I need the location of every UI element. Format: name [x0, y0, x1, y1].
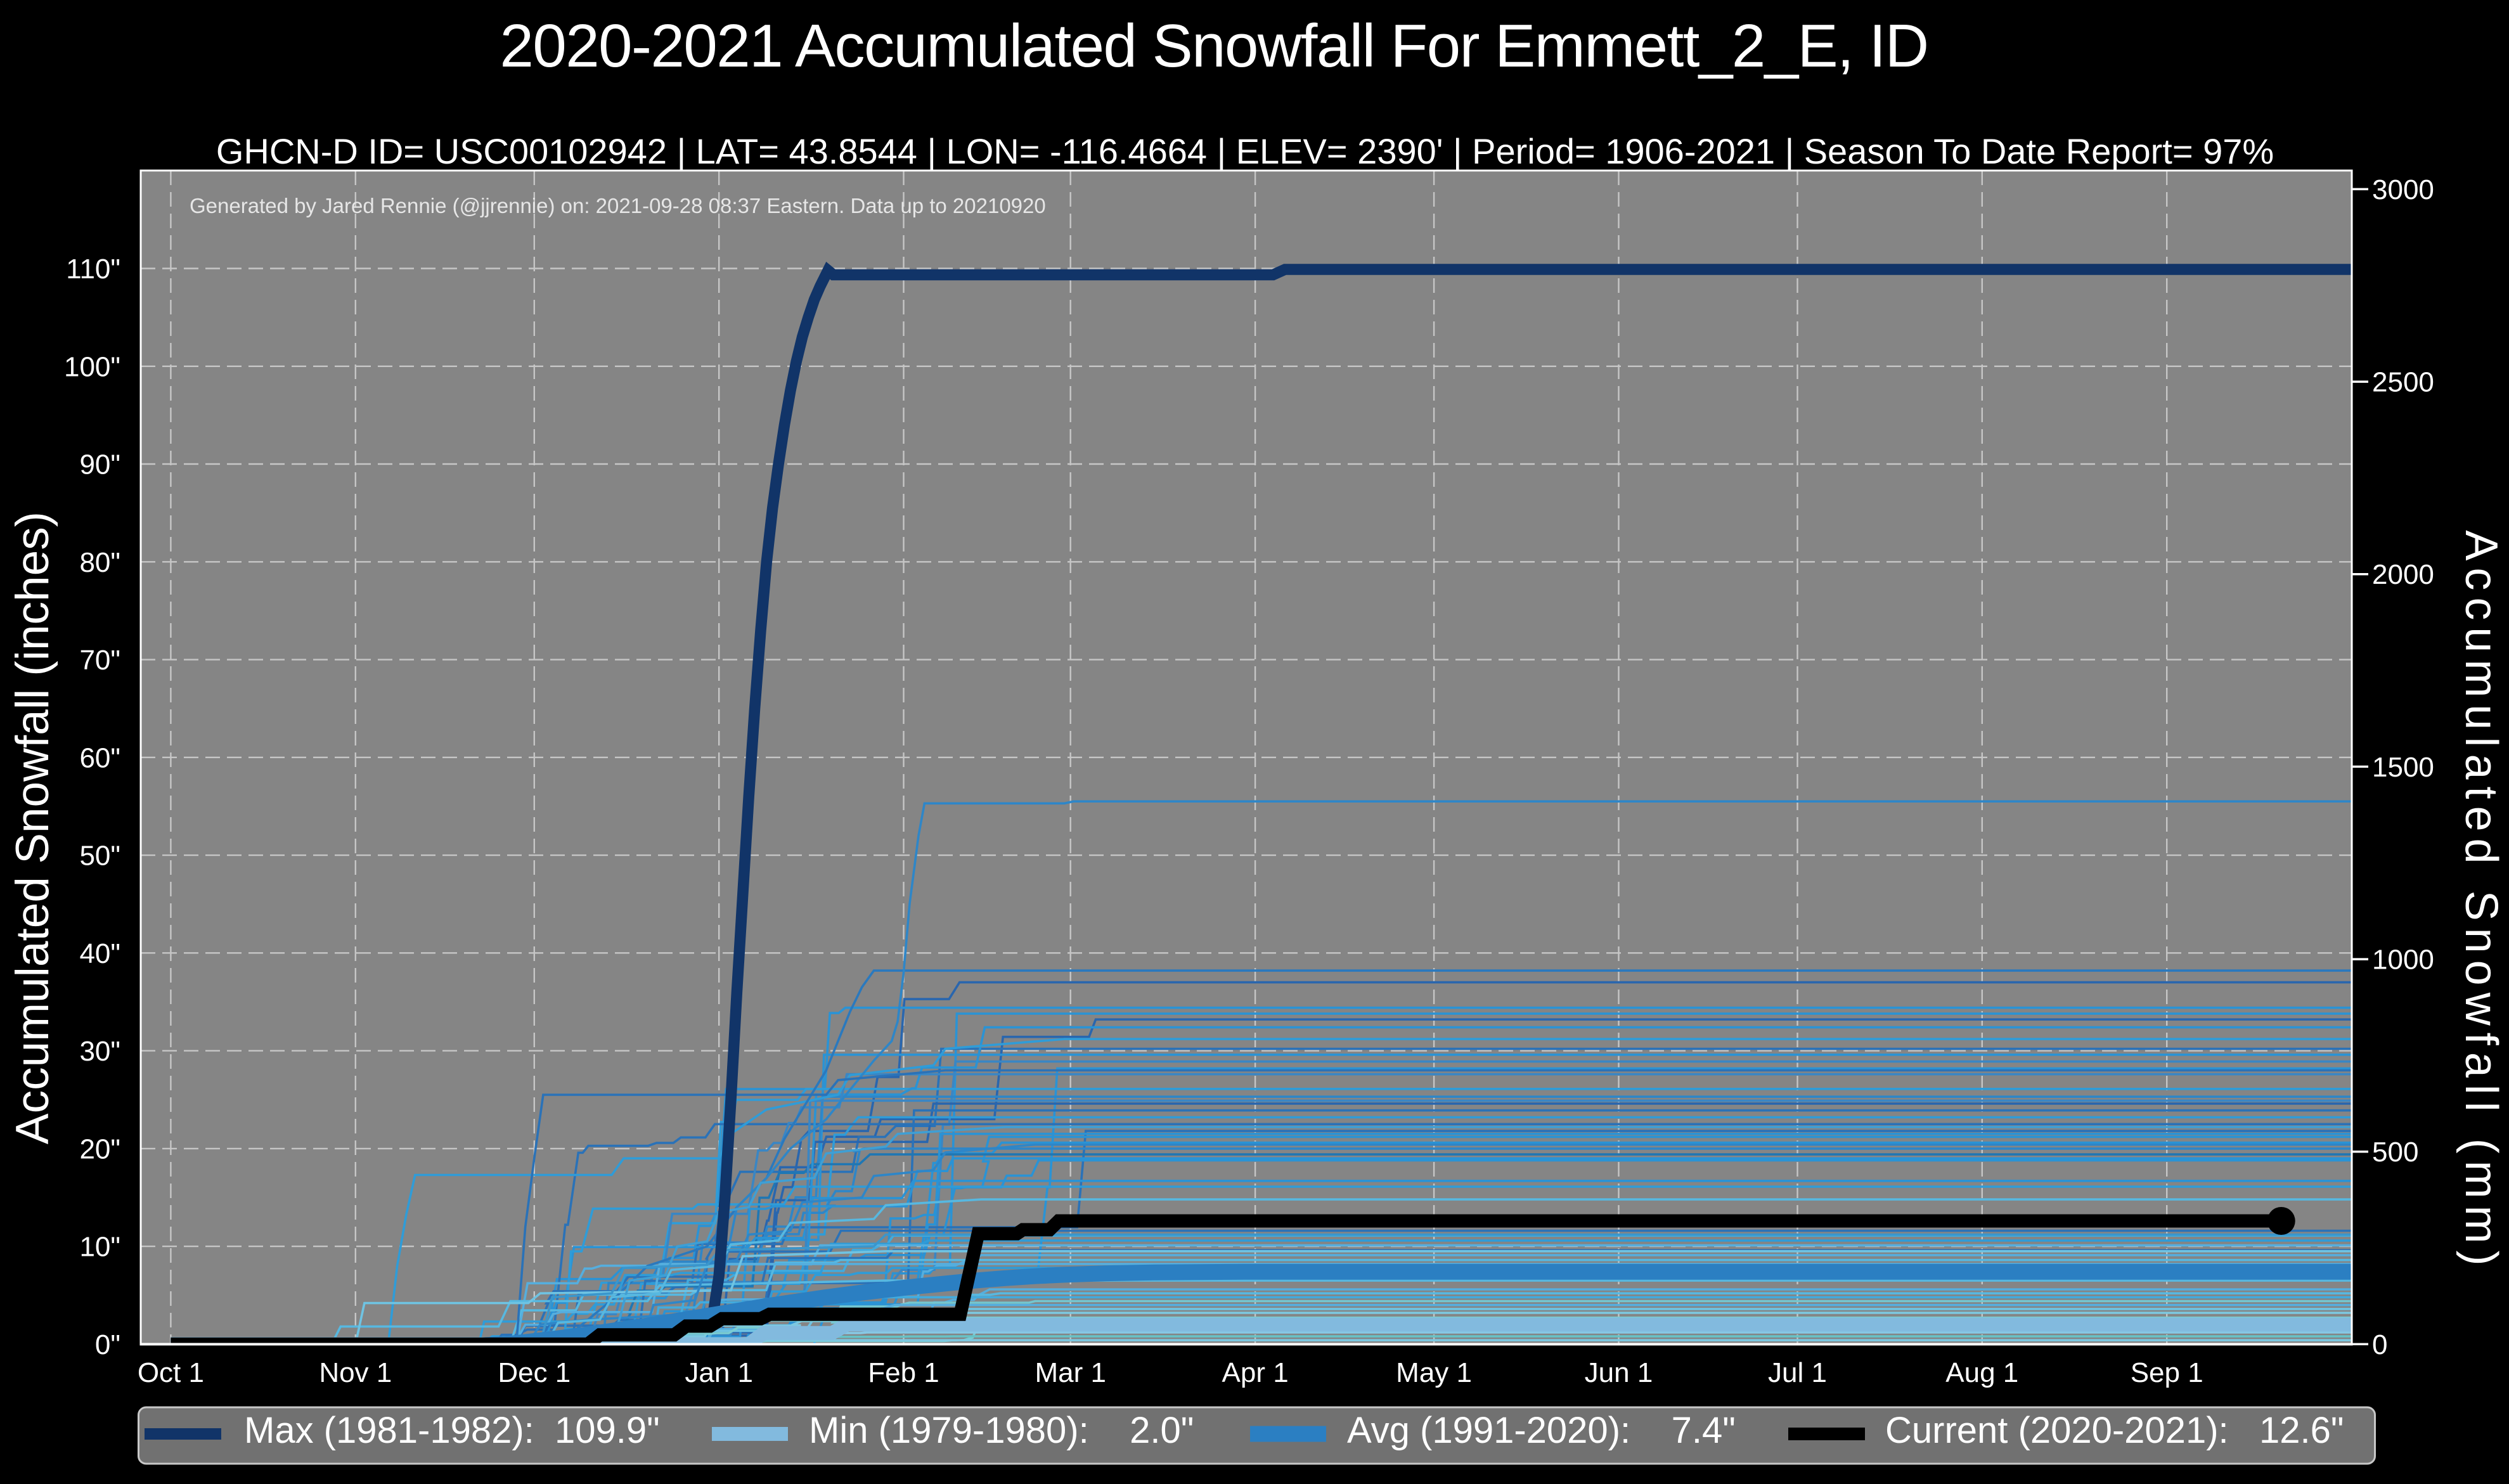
- svg-text:2000: 2000: [2372, 559, 2434, 590]
- svg-text:Generated by Jared Rennie (@jj: Generated by Jared Rennie (@jjrennie) on…: [190, 194, 1046, 217]
- svg-text:Jan 1: Jan 1: [685, 1357, 753, 1388]
- svg-text:Min (1979-1980): 2.0": Min (1979-1980): 2.0": [809, 1410, 1194, 1451]
- svg-text:100": 100": [64, 351, 120, 382]
- svg-text:Feb 1: Feb 1: [868, 1357, 939, 1388]
- svg-text:Jun 1: Jun 1: [1585, 1357, 1653, 1388]
- svg-text:Accumulated Snowfall (mm): Accumulated Snowfall (mm): [2456, 530, 2506, 1272]
- svg-text:1000: 1000: [2372, 945, 2434, 976]
- svg-text:Apr 1: Apr 1: [1222, 1357, 1289, 1388]
- svg-text:GHCN-D ID= USC00102942 | LAT=: GHCN-D ID= USC00102942 | LAT= 43.8544 | …: [216, 131, 2274, 171]
- svg-text:Oct 1: Oct 1: [138, 1357, 204, 1388]
- svg-text:3000: 3000: [2372, 174, 2434, 205]
- svg-text:110": 110": [66, 254, 120, 285]
- svg-text:0: 0: [2372, 1329, 2387, 1360]
- svg-text:10": 10": [79, 1232, 120, 1263]
- svg-text:Avg (1991-2020): 7.4": Avg (1991-2020): 7.4": [1347, 1410, 1736, 1451]
- svg-text:60": 60": [79, 742, 120, 773]
- svg-text:Dec 1: Dec 1: [498, 1357, 571, 1388]
- svg-text:2500: 2500: [2372, 367, 2434, 398]
- svg-text:Aug 1: Aug 1: [1945, 1357, 2018, 1388]
- svg-text:90": 90": [79, 449, 120, 481]
- svg-text:Nov 1: Nov 1: [319, 1357, 392, 1388]
- svg-text:Mar 1: Mar 1: [1035, 1357, 1106, 1388]
- svg-text:70": 70": [79, 645, 120, 676]
- svg-text:Sep 1: Sep 1: [2131, 1357, 2203, 1388]
- svg-text:May 1: May 1: [1396, 1357, 1472, 1388]
- svg-text:30": 30": [79, 1036, 120, 1067]
- svg-text:Accumulated Snowfall (inches): Accumulated Snowfall (inches): [7, 512, 58, 1144]
- svg-text:40": 40": [79, 938, 120, 969]
- svg-text:80": 80": [79, 547, 120, 578]
- svg-text:2020-2021 Accumulated Snowfall: 2020-2021 Accumulated Snowfall For Emmet…: [500, 12, 1928, 80]
- svg-text:20": 20": [79, 1133, 120, 1165]
- svg-text:0": 0": [95, 1329, 120, 1360]
- svg-text:1500: 1500: [2372, 752, 2434, 783]
- svg-text:Current (2020-2021): 12.6": Current (2020-2021): 12.6": [1885, 1410, 2344, 1451]
- svg-text:50": 50": [79, 841, 120, 872]
- svg-text:Jul 1: Jul 1: [1768, 1357, 1827, 1388]
- svg-text:Max (1981-1982): 109.9": Max (1981-1982): 109.9": [244, 1410, 660, 1451]
- svg-text:500: 500: [2372, 1137, 2418, 1168]
